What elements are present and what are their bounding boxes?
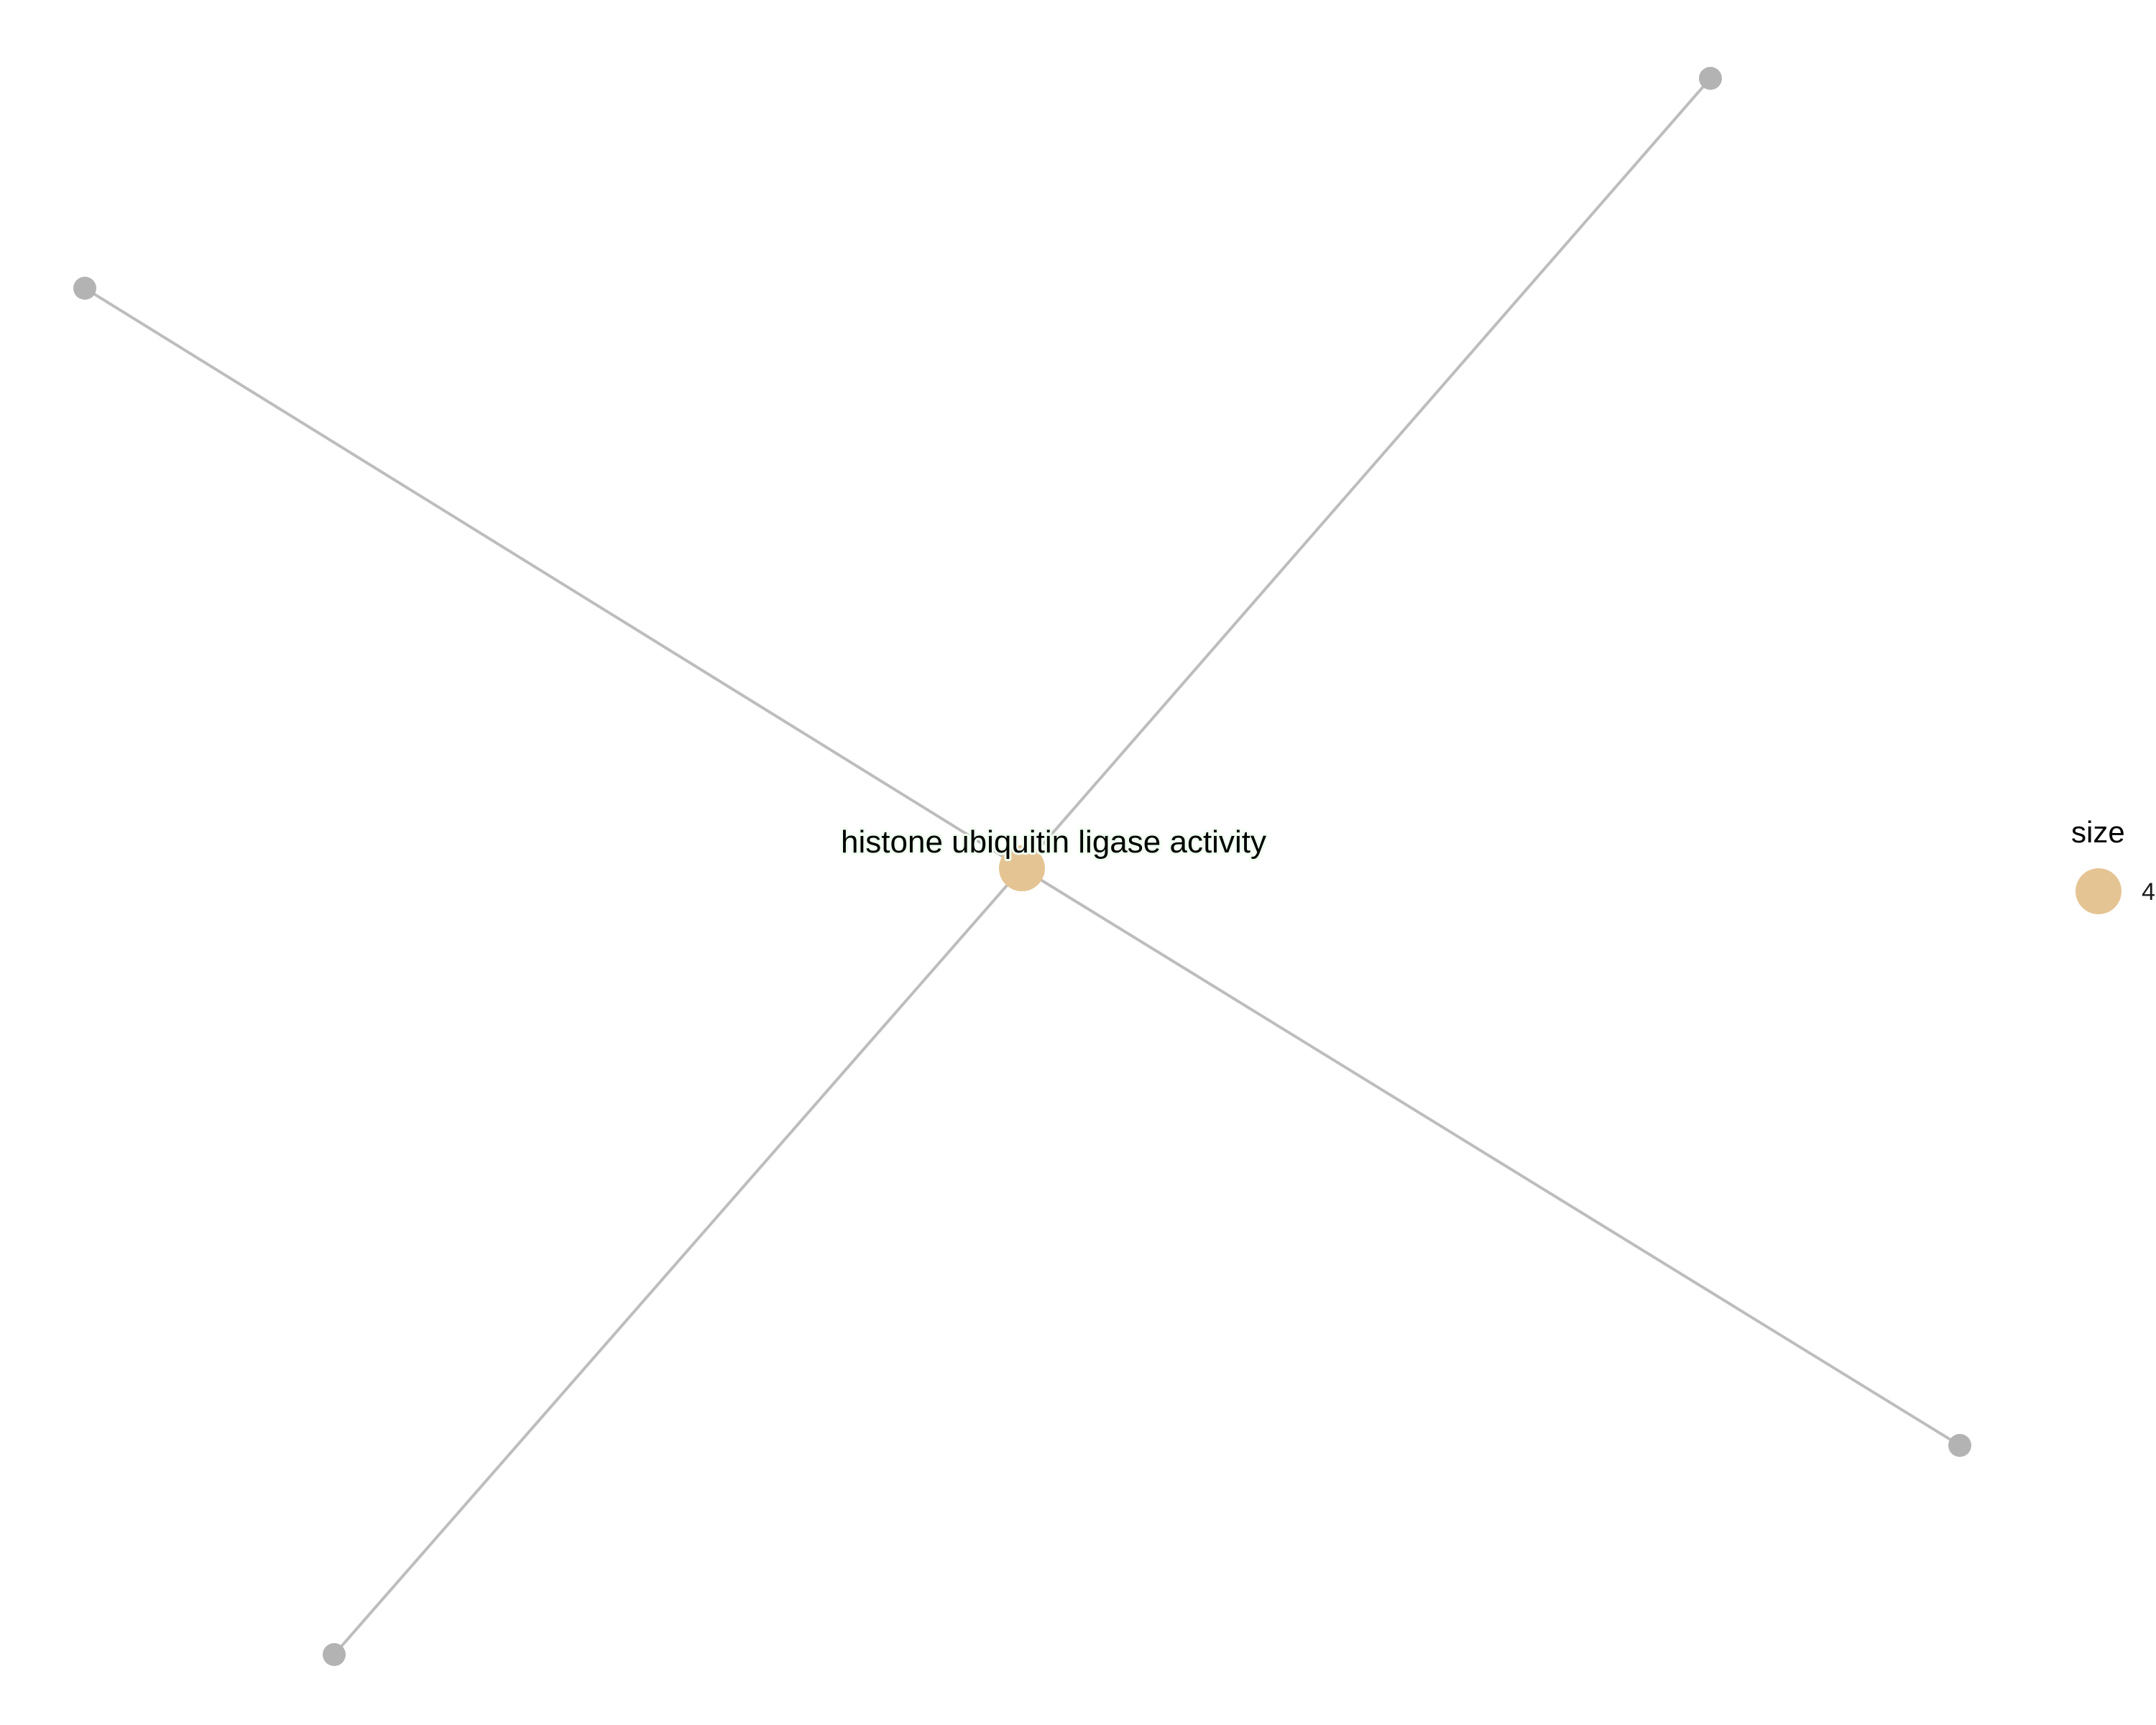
leaf-node-top-left	[73, 277, 96, 300]
edge-top-left	[83, 287, 1023, 870]
edge-top-right	[1021, 77, 1712, 870]
center-node-label: histone ubiquitin ligase activity	[841, 824, 1266, 860]
leaf-node-top-right	[1699, 67, 1722, 90]
center-node	[999, 845, 1045, 891]
legend: size 4	[2071, 815, 2155, 914]
leaf-node-bottom-right	[1948, 1434, 1971, 1457]
leaf-nodes	[73, 67, 1971, 1666]
leaf-node-bottom-left	[323, 1643, 346, 1666]
legend-title: size	[2071, 815, 2125, 849]
legend-key-label: 4	[2142, 878, 2155, 906]
edge-bottom-left	[333, 867, 1023, 1656]
legend-key-symbol	[2076, 868, 2122, 914]
edge-bottom-right	[1021, 867, 1961, 1447]
edges	[83, 77, 1961, 1656]
